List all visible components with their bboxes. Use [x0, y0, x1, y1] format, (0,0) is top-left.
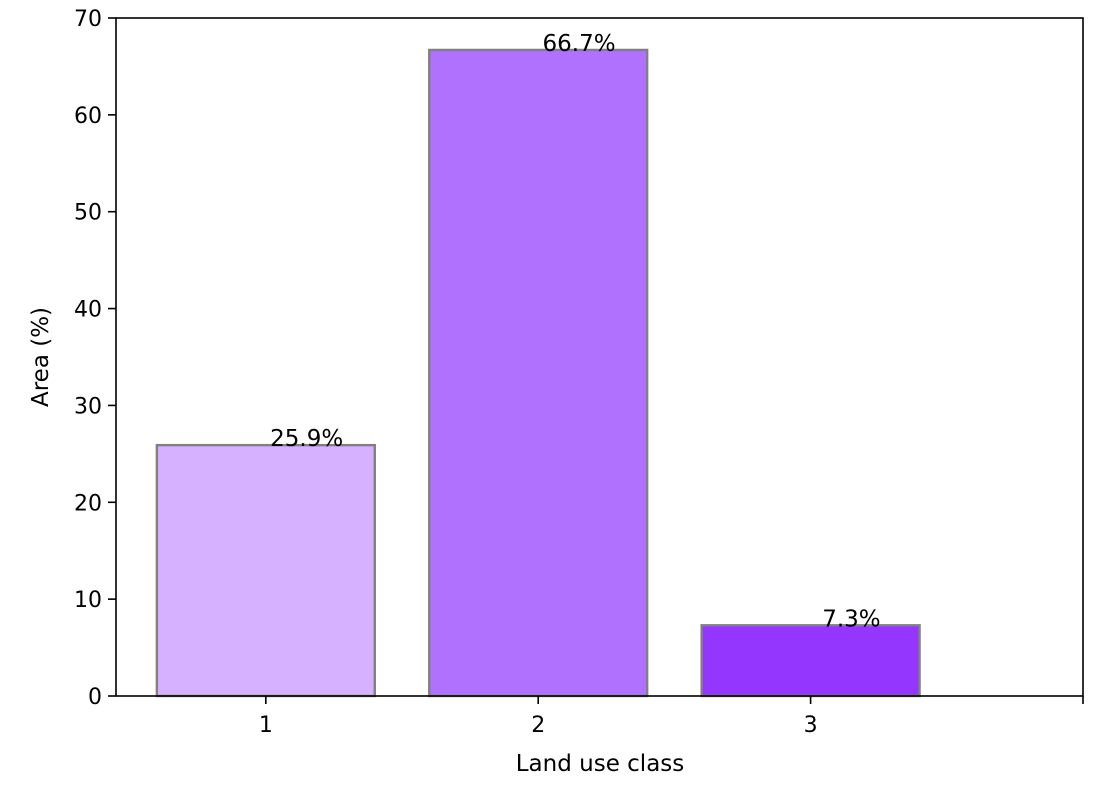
y-axis: 0 10 20 30 40 50 60 70 — [74, 7, 116, 710]
y-tick-label-30: 30 — [74, 394, 102, 419]
bar-value-label-2: 66.7% — [543, 31, 616, 57]
x-tick-label-3: 3 — [804, 713, 818, 738]
x-tick-label-1: 1 — [259, 713, 273, 738]
bar-2 — [428, 48, 649, 698]
y-tick-label-0: 0 — [88, 685, 102, 710]
bar-3 — [700, 624, 921, 698]
bar-value-label-1: 25.9% — [270, 426, 343, 452]
bar-value-labels: 25.9% 66.7% 7.3% — [270, 31, 881, 632]
y-tick-label-40: 40 — [74, 298, 102, 323]
bar-value-label-3: 7.3% — [822, 606, 880, 632]
bars-group — [155, 48, 921, 698]
x-tick-label-2: 2 — [531, 713, 545, 738]
x-axis: 1 2 3 — [259, 696, 1084, 738]
y-tick-label-10: 10 — [74, 588, 102, 613]
bar-1 — [155, 443, 376, 698]
y-tick-label-20: 20 — [74, 491, 102, 516]
plot-frame — [115, 17, 1084, 697]
x-axis-label: Land use class — [516, 751, 685, 777]
y-axis-label: Area (%) — [28, 307, 54, 407]
y-tick-label-70: 70 — [74, 7, 102, 32]
y-tick-label-60: 60 — [74, 104, 102, 129]
y-tick-label-50: 50 — [74, 201, 102, 226]
